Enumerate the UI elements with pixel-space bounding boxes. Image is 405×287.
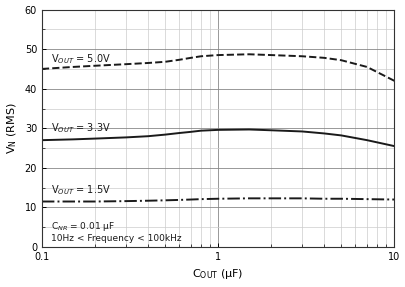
Text: C$_{NR}$ = 0.01 μF
10Hz < Frequency < 100kHz: C$_{NR}$ = 0.01 μF 10Hz < Frequency < 10… xyxy=(51,220,181,243)
X-axis label: C$_\mathrm{OUT}$ (µF): C$_\mathrm{OUT}$ (µF) xyxy=(192,267,243,282)
Y-axis label: V$_\mathrm{N}$ (RMS): V$_\mathrm{N}$ (RMS) xyxy=(6,102,19,154)
Text: V$_{OUT}$ = 1.5V: V$_{OUT}$ = 1.5V xyxy=(51,183,111,197)
Text: V$_{OUT}$ = 3.3V: V$_{OUT}$ = 3.3V xyxy=(51,121,110,135)
Text: V$_{OUT}$ = 5.0V: V$_{OUT}$ = 5.0V xyxy=(51,52,111,66)
